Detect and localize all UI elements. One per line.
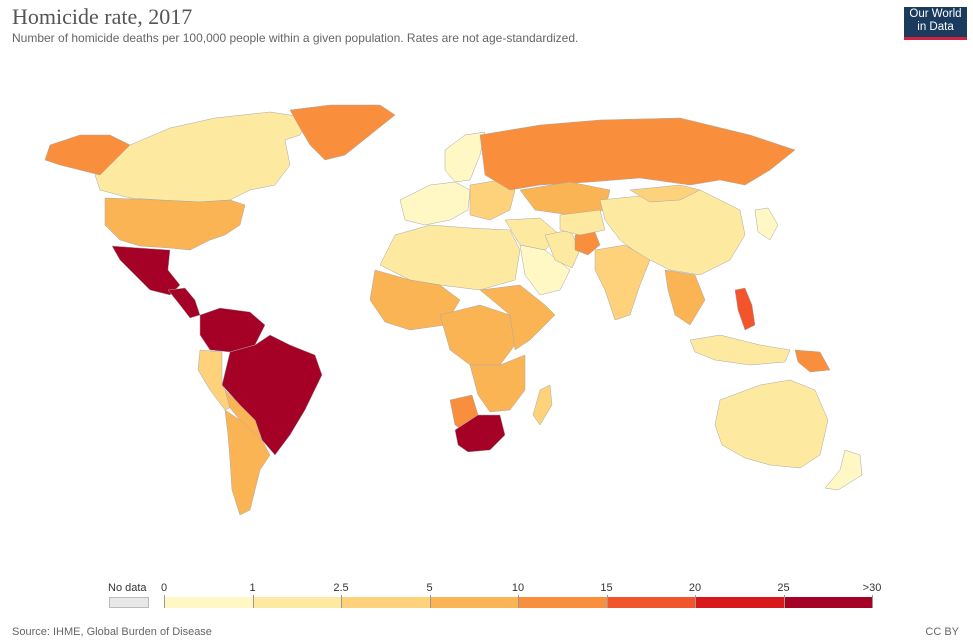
region-central-asia[interactable] (559, 209, 606, 236)
legend-bin[interactable] (429, 597, 518, 608)
region-western-europe[interactable] (399, 181, 471, 226)
logo-accent-bar (904, 37, 967, 40)
legend-tick-line (872, 595, 873, 608)
legend-tick-label: 5 (426, 582, 433, 594)
legend-no-data-swatch (109, 597, 149, 608)
legend-tick-label: 15 (600, 582, 613, 594)
region-central-africa[interactable] (439, 304, 516, 366)
license-link[interactable]: CC BY (925, 626, 959, 638)
region-india[interactable] (594, 244, 651, 321)
legend-tick-line (518, 595, 519, 608)
region-scandinavia[interactable] (444, 131, 486, 183)
region-japan-korea[interactable] (754, 207, 779, 241)
region-mexico[interactable] (111, 245, 181, 296)
legend-tick-line (341, 595, 342, 608)
source-note: Source: IHME, Global Burden of Disease (12, 626, 212, 638)
legend-bin[interactable] (252, 597, 341, 608)
legend-bin[interactable] (606, 597, 695, 608)
legend-no-data-label: No data (108, 582, 147, 594)
region-southern-africa[interactable] (469, 354, 526, 413)
region-argentina-chile[interactable] (224, 409, 271, 516)
region-greenland[interactable] (289, 104, 396, 161)
legend-bin[interactable] (783, 597, 872, 608)
color-legend: No data 0 1 2.5 5 10 15 20 25 >30 (100, 582, 890, 612)
region-mongolia[interactable] (629, 184, 701, 203)
world-map[interactable] (0, 90, 973, 570)
legend-tick-line (695, 595, 696, 608)
logo-line-2: in Data (917, 21, 954, 33)
legend-bin[interactable] (164, 597, 253, 608)
region-australia[interactable] (714, 379, 829, 469)
region-east-africa[interactable] (479, 284, 556, 351)
region-russia[interactable] (479, 117, 796, 191)
region-indonesia[interactable] (689, 334, 791, 366)
region-kazakhstan[interactable] (519, 181, 611, 216)
legend-tick-line (606, 595, 608, 608)
legend-tick-label: 1 (249, 582, 256, 594)
region-united-states[interactable] (104, 197, 246, 251)
legend-bin[interactable] (518, 597, 607, 608)
legend-tick-line (429, 595, 431, 608)
region-saudi-arabia[interactable] (519, 244, 571, 296)
chart-subtitle: Number of homicide deaths per 100,000 pe… (12, 31, 579, 45)
region-madagascar[interactable] (532, 384, 553, 426)
region-papua-new-guinea[interactable] (794, 349, 831, 373)
legend-bin[interactable] (695, 597, 784, 608)
region-southeast-asia[interactable] (664, 269, 706, 326)
legend-tick-line (252, 595, 254, 608)
region-central-america[interactable] (167, 287, 201, 319)
region-philippines[interactable] (734, 287, 756, 331)
legend-tick-label: 2.5 (333, 582, 349, 594)
region-canada[interactable] (94, 111, 311, 203)
region-north-africa[interactable] (379, 224, 521, 291)
legend-tick-line (164, 595, 165, 608)
region-south-africa[interactable] (454, 414, 506, 453)
legend-tick-label: 25 (777, 582, 790, 594)
chart-title: Homicide rate, 2017 (12, 4, 193, 29)
legend-bin[interactable] (341, 597, 430, 608)
region-new-zealand[interactable] (824, 449, 863, 491)
legend-tick-line (783, 595, 785, 608)
legend-tick-label: 20 (688, 582, 702, 594)
legend-tick-label: 0 (160, 582, 168, 594)
region-alaska[interactable] (44, 134, 131, 176)
logo-line-1: Our World (909, 8, 962, 20)
owid-logo[interactable]: Our World in Data (904, 7, 967, 40)
legend-tick-label: 10 (511, 582, 525, 594)
legend-tick-label: >30 (862, 582, 882, 594)
